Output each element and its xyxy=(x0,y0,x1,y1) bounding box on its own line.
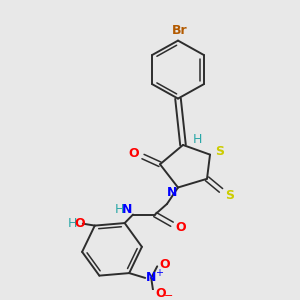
Text: O: O xyxy=(155,287,166,300)
Text: S: S xyxy=(215,145,224,158)
Text: N: N xyxy=(167,186,177,199)
Text: O: O xyxy=(74,217,85,230)
Text: O: O xyxy=(176,220,186,234)
Text: +: + xyxy=(155,268,163,278)
Text: −: − xyxy=(164,291,173,300)
Text: S: S xyxy=(226,189,235,202)
Text: H: H xyxy=(68,217,77,230)
Text: N: N xyxy=(122,203,132,216)
Text: N: N xyxy=(146,272,156,284)
Text: O: O xyxy=(159,258,169,271)
Text: H: H xyxy=(192,133,202,146)
Text: O: O xyxy=(129,147,139,160)
Text: Br: Br xyxy=(172,24,188,38)
Text: H: H xyxy=(114,203,124,216)
